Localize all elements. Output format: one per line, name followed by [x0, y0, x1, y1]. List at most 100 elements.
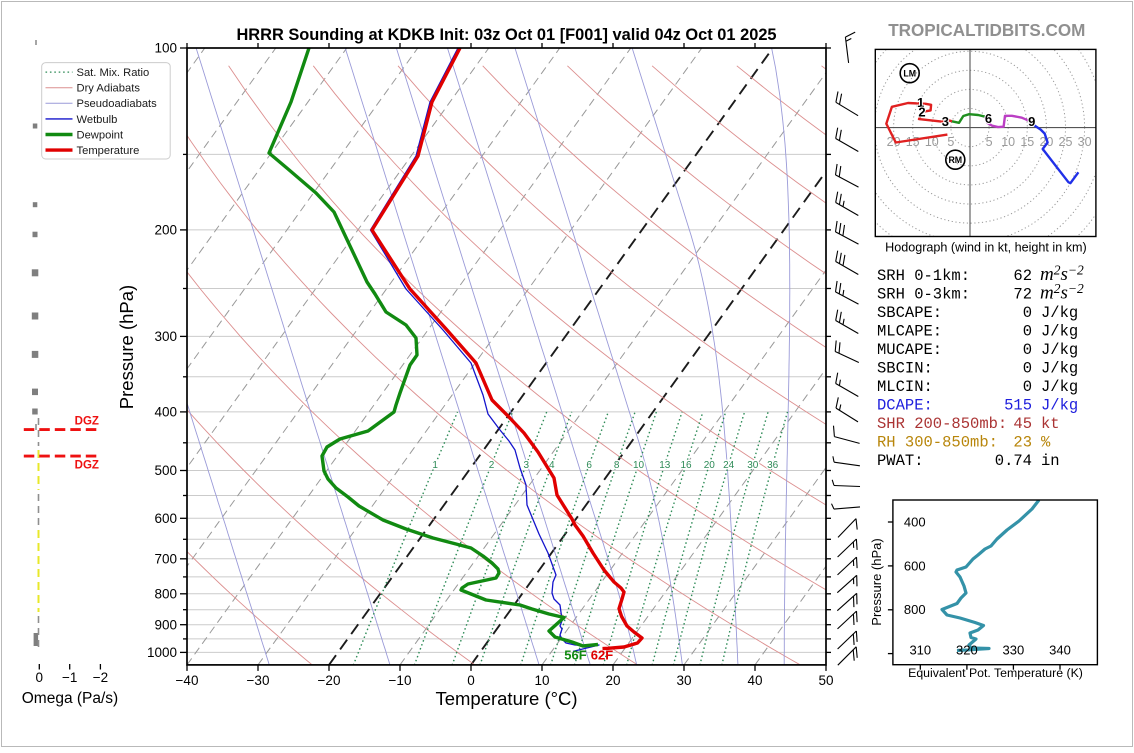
svg-text:0.74: 0.74 — [995, 452, 1032, 470]
svg-text:SRH 0-3km:: SRH 0-3km: — [877, 286, 970, 304]
svg-text:13: 13 — [659, 460, 671, 471]
svg-text:Omega (Pa/s): Omega (Pa/s) — [22, 690, 118, 707]
svg-text:900: 900 — [154, 617, 177, 632]
svg-text:56F: 56F — [564, 648, 586, 663]
svg-text:310: 310 — [909, 643, 931, 658]
svg-text:30: 30 — [747, 460, 759, 471]
svg-text:100: 100 — [154, 41, 177, 56]
svg-text:10: 10 — [1001, 135, 1015, 149]
svg-text:MLCIN:: MLCIN: — [877, 378, 933, 396]
svg-text:in: in — [1041, 452, 1060, 470]
svg-text:Pressure (hPa): Pressure (hPa) — [869, 538, 884, 625]
svg-text:16: 16 — [680, 460, 692, 471]
svg-text:400: 400 — [154, 405, 177, 420]
svg-text:−2: −2 — [93, 670, 108, 685]
svg-text:Pseudoadiabats: Pseudoadiabats — [77, 98, 158, 110]
svg-text:SRH 0-1km:: SRH 0-1km: — [877, 267, 970, 285]
svg-text:300: 300 — [154, 329, 177, 344]
svg-text:45: 45 — [1013, 415, 1032, 433]
svg-text:1000: 1000 — [147, 645, 177, 660]
svg-text:Hodograph (wind in kt, height: Hodograph (wind in kt, height in km) — [885, 241, 1087, 255]
svg-text:3: 3 — [524, 460, 530, 471]
svg-text:62F: 62F — [591, 648, 613, 663]
svg-text:8: 8 — [614, 460, 620, 471]
svg-text:DGZ: DGZ — [75, 460, 99, 472]
svg-text:23: 23 — [1013, 434, 1032, 452]
svg-text:515: 515 — [1004, 397, 1032, 415]
svg-text:Dewpoint: Dewpoint — [77, 129, 125, 141]
svg-text:J/kg: J/kg — [1041, 323, 1078, 341]
svg-text:10: 10 — [633, 460, 645, 471]
svg-text:40: 40 — [747, 673, 762, 688]
svg-text:kt: kt — [1041, 415, 1060, 433]
svg-text:24: 24 — [723, 460, 735, 471]
svg-text:LM: LM — [903, 68, 916, 78]
svg-text:330: 330 — [1003, 643, 1025, 658]
svg-text:9: 9 — [1028, 114, 1035, 129]
svg-text:Temperature: Temperature — [77, 145, 140, 157]
svg-text:SBCAPE:: SBCAPE: — [877, 304, 942, 322]
svg-text:50: 50 — [818, 673, 833, 688]
svg-text:J/kg: J/kg — [1041, 341, 1078, 359]
svg-text:Equivalent Pot. Temperature (K: Equivalent Pot. Temperature (K) — [908, 666, 1083, 680]
svg-text:0: 0 — [1023, 341, 1032, 359]
svg-text:%: % — [1041, 434, 1051, 452]
svg-text:700: 700 — [154, 551, 177, 566]
svg-text:72: 72 — [1013, 286, 1032, 304]
svg-text:0: 0 — [1023, 360, 1032, 378]
svg-text:MUCAPE:: MUCAPE: — [877, 341, 942, 359]
svg-text:800: 800 — [154, 586, 177, 601]
svg-text:5: 5 — [947, 135, 954, 149]
svg-text:RH 300-850mb:: RH 300-850mb: — [877, 434, 998, 452]
svg-text:0: 0 — [36, 670, 44, 685]
svg-text:20: 20 — [704, 460, 716, 471]
svg-text:10: 10 — [534, 673, 549, 688]
svg-text:0: 0 — [1023, 323, 1032, 341]
svg-text:3: 3 — [942, 114, 949, 129]
svg-text:DCAPE:: DCAPE: — [877, 397, 933, 415]
svg-text:800: 800 — [904, 602, 926, 617]
svg-text:600: 600 — [904, 558, 926, 573]
svg-text:−30: −30 — [247, 673, 270, 688]
svg-text:15: 15 — [1020, 135, 1034, 149]
svg-text:5: 5 — [986, 135, 993, 149]
svg-text:400: 400 — [904, 515, 926, 530]
svg-text:6: 6 — [985, 111, 992, 126]
svg-text:MLCAPE:: MLCAPE: — [877, 323, 942, 341]
svg-text:J/kg: J/kg — [1041, 378, 1078, 396]
svg-text:200: 200 — [154, 223, 177, 238]
svg-text:TROPICALTIDBITS.COM: TROPICALTIDBITS.COM — [888, 21, 1085, 40]
svg-text:0: 0 — [1023, 304, 1032, 322]
svg-text:DGZ: DGZ — [75, 415, 99, 427]
svg-text:6: 6 — [586, 460, 592, 471]
svg-text:−40: −40 — [176, 673, 199, 688]
svg-text:PWAT:: PWAT: — [877, 452, 924, 470]
svg-text:Dry Adiabats: Dry Adiabats — [77, 83, 141, 95]
svg-text:−1: −1 — [62, 670, 77, 685]
svg-text:Sat. Mix. Ratio: Sat. Mix. Ratio — [77, 67, 150, 79]
svg-text:600: 600 — [154, 511, 177, 526]
svg-text:25: 25 — [1059, 135, 1073, 149]
svg-text:62: 62 — [1013, 267, 1032, 285]
svg-text:30: 30 — [1078, 135, 1092, 149]
svg-text:RM: RM — [948, 155, 962, 165]
svg-text:36: 36 — [767, 460, 779, 471]
svg-text:0: 0 — [1023, 378, 1032, 396]
svg-text:Temperature (°C): Temperature (°C) — [435, 688, 577, 709]
svg-text:500: 500 — [154, 463, 177, 478]
svg-text:−20: −20 — [318, 673, 341, 688]
svg-text:SBCIN:: SBCIN: — [877, 360, 933, 378]
svg-text:0: 0 — [467, 673, 475, 688]
svg-text:1: 1 — [432, 460, 438, 471]
svg-text:J/kg: J/kg — [1041, 397, 1078, 415]
svg-text:320: 320 — [956, 643, 978, 658]
svg-text:2: 2 — [489, 460, 495, 471]
svg-text:−10: −10 — [389, 673, 412, 688]
svg-text:J/kg: J/kg — [1041, 360, 1078, 378]
svg-text:340: 340 — [1049, 643, 1071, 658]
svg-text:15: 15 — [906, 135, 920, 149]
svg-text:2: 2 — [918, 104, 925, 119]
svg-text:Pressure (hPa): Pressure (hPa) — [116, 285, 137, 409]
svg-text:Wetbulb: Wetbulb — [77, 114, 118, 126]
svg-text:J/kg: J/kg — [1041, 304, 1078, 322]
